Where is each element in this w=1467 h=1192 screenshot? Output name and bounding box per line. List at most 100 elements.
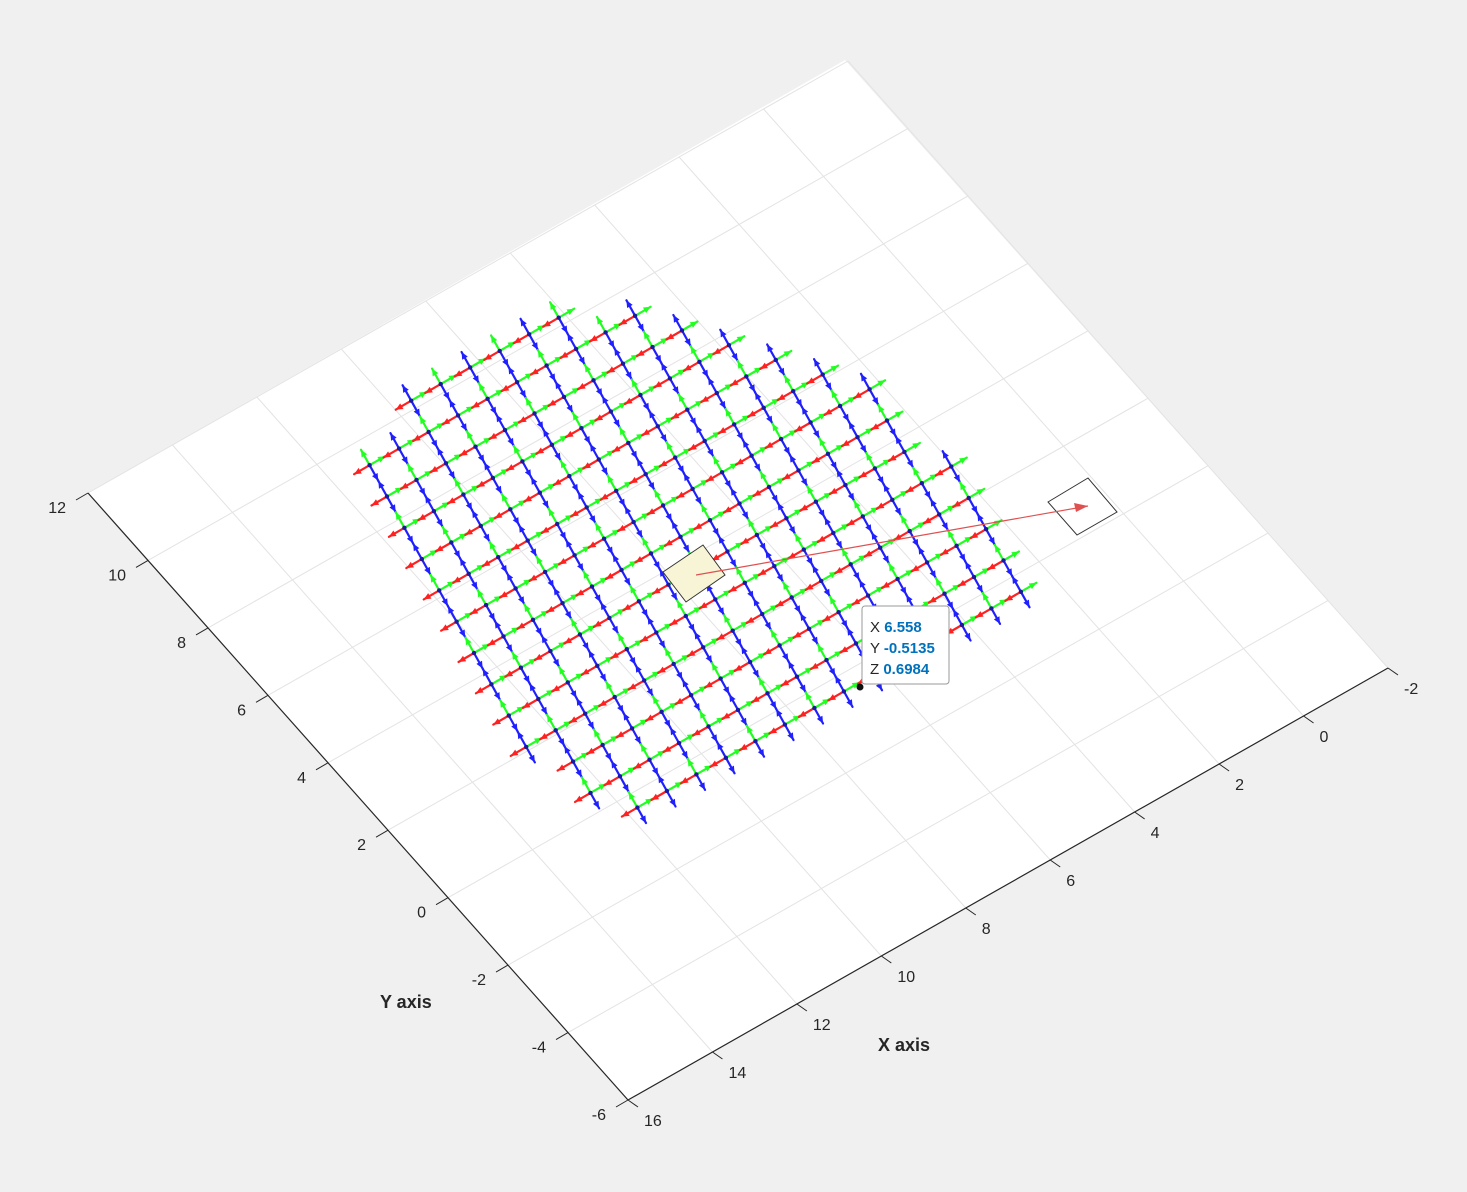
datatip-marker[interactable]	[856, 683, 864, 691]
arrow-head	[401, 482, 409, 489]
arrow-head	[519, 390, 526, 398]
pose-origin	[489, 682, 494, 687]
arrow-head	[543, 320, 551, 327]
arrow	[674, 694, 693, 706]
arrow	[635, 457, 647, 476]
pose-origin	[659, 709, 664, 714]
y-tick-mark	[315, 762, 329, 771]
arrow	[597, 458, 609, 477]
pose-origin	[702, 438, 707, 444]
arrow-head	[624, 506, 632, 515]
arrow	[665, 441, 677, 459]
arrow	[511, 539, 529, 551]
arrow	[657, 662, 675, 675]
arrow	[775, 708, 787, 726]
arrow-head	[631, 379, 638, 388]
arrow	[493, 508, 512, 520]
selection-box-near[interactable]	[662, 544, 726, 603]
arrow	[561, 602, 573, 620]
pose-origin	[536, 696, 541, 702]
arrow	[412, 542, 423, 561]
arrow-head	[524, 604, 531, 612]
pose-origin	[732, 422, 737, 427]
y-tick-mark	[615, 1099, 629, 1108]
arrow	[424, 494, 435, 513]
arrow	[444, 462, 456, 480]
arrow	[745, 375, 757, 394]
pose-origin	[806, 626, 812, 631]
arrow	[604, 568, 623, 581]
arrow-head	[600, 493, 609, 500]
arrow-head	[621, 810, 630, 817]
arrow-head	[543, 429, 550, 437]
arrow-head	[578, 383, 586, 390]
arrow	[689, 694, 701, 712]
arrow-head	[472, 401, 480, 408]
arrow-head	[402, 385, 409, 393]
arrow	[545, 713, 557, 732]
grid-line-y	[207, 195, 969, 629]
datatip-box[interactable]	[861, 605, 950, 685]
arrow-head	[599, 699, 607, 707]
pose-origin	[530, 617, 536, 622]
arrow	[714, 598, 726, 616]
arrow	[776, 501, 788, 520]
arrow-head	[871, 532, 878, 540]
arrow-head	[846, 699, 853, 707]
arrow-head	[708, 377, 715, 386]
arrow-head	[575, 795, 583, 802]
arrow-head	[581, 777, 589, 786]
arrow-head	[882, 581, 890, 588]
arrow	[733, 660, 752, 673]
pose-origin	[367, 463, 372, 468]
selection-box-far[interactable]	[1047, 477, 1118, 536]
arrow	[728, 581, 746, 593]
arrow-head	[531, 477, 538, 485]
arrow-head	[901, 515, 908, 524]
arrow	[617, 632, 628, 651]
arrow-head	[654, 354, 662, 363]
arrow	[972, 575, 984, 594]
arrow-head	[680, 777, 689, 784]
arrow	[517, 524, 529, 542]
arrow-head	[554, 452, 561, 461]
x-tick-mark	[1387, 667, 1399, 676]
pose-origin	[654, 630, 659, 635]
pose-origin	[860, 514, 865, 519]
arrow-head	[622, 784, 629, 792]
arrow-head	[965, 561, 972, 570]
arrow	[703, 439, 715, 458]
arrow	[517, 412, 536, 424]
arrow	[633, 305, 652, 317]
arrow	[691, 487, 703, 506]
arrow-head	[929, 596, 937, 603]
arrow-head	[623, 712, 630, 721]
arrow-head	[675, 697, 684, 705]
x-axis-ticks: -2 0 2 4 6 8 10 12 14 16	[627, 667, 1418, 1130]
arrow	[984, 528, 996, 546]
arrow	[774, 358, 786, 377]
x-tick-label: 4	[1151, 825, 1160, 842]
arrow	[627, 791, 639, 809]
arrow	[589, 442, 600, 461]
arrow	[891, 498, 903, 517]
arrow-head	[635, 665, 642, 673]
pose-origin	[664, 788, 670, 794]
arrow-head	[642, 537, 649, 546]
arrow	[766, 692, 778, 710]
arrow-head	[814, 359, 821, 367]
arrow-head	[795, 534, 802, 542]
pose-origin	[744, 374, 749, 379]
arrow-head	[705, 655, 712, 663]
arrow	[582, 458, 600, 470]
grid-line-x	[172, 444, 713, 1053]
arrow-head	[441, 624, 449, 631]
pose-origin	[784, 516, 789, 521]
arrow-head	[819, 438, 826, 446]
arrow	[820, 579, 831, 598]
pose-origin	[561, 394, 567, 400]
arrow	[811, 564, 823, 583]
pose-origin	[735, 707, 741, 713]
arrow-head	[454, 479, 461, 487]
arrow	[649, 552, 661, 570]
